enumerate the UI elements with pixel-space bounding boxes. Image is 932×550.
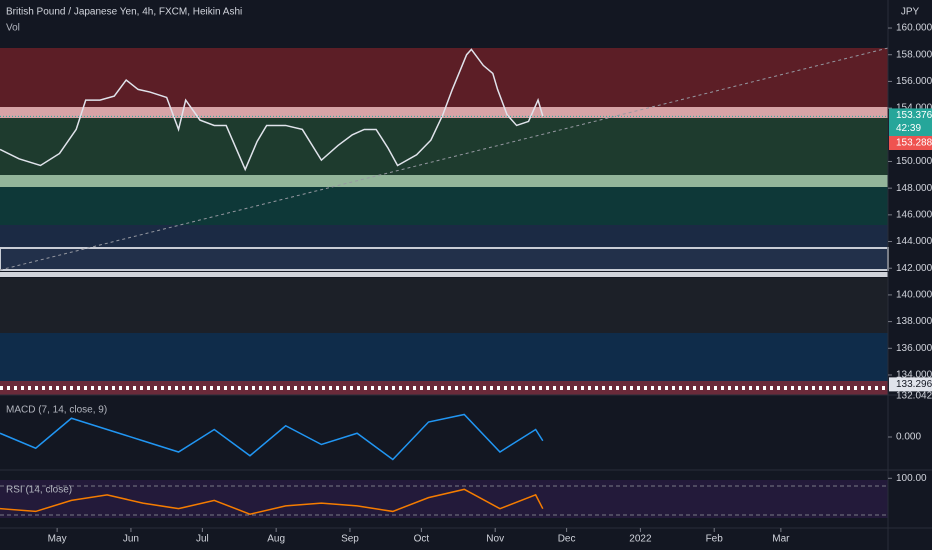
zone [0, 48, 888, 107]
y-tick-label: 156.000 [896, 76, 932, 87]
x-tick-label: Aug [267, 534, 285, 545]
rsi-label: RSI (14, close) [6, 485, 72, 496]
bid-price: 153.288 [896, 138, 932, 149]
bid-price-bg [889, 136, 932, 150]
zone [0, 187, 888, 225]
y-tick-label: 158.000 [896, 49, 932, 60]
price-line [0, 413, 544, 461]
y-tick-label: 148.000 [896, 183, 932, 194]
zone [0, 278, 888, 333]
x-tick-label: Jun [123, 534, 139, 545]
y-tick-label: 146.000 [896, 209, 932, 220]
y-tick-label: 150.000 [896, 156, 932, 167]
y-tick-label: 136.000 [896, 343, 932, 354]
x-tick-label: Dec [558, 534, 576, 545]
trend-line [0, 47, 889, 271]
zone [0, 118, 888, 175]
price-line [0, 48, 544, 172]
y-tick-label: 0.000 [896, 432, 921, 443]
x-tick-label: Nov [486, 534, 504, 545]
zone [0, 247, 889, 271]
zones [0, 47, 889, 395]
level-a: 133.296 [896, 379, 932, 390]
y-tick-label: 144.000 [896, 236, 932, 247]
price-line [0, 488, 544, 515]
x-tick-label: Oct [414, 534, 430, 545]
y-tick-label: 154.000 [896, 103, 932, 114]
zone [0, 272, 888, 277]
y-tick-label: 142.000 [896, 263, 932, 274]
y-tick-label: 138.000 [896, 316, 932, 327]
zone [0, 225, 888, 248]
x-tick-label: 2022 [629, 534, 652, 545]
last-price: 153.376 [896, 110, 932, 121]
last-price-bg [889, 108, 932, 137]
y-tick-label: 100.00 [896, 473, 927, 484]
zone [0, 333, 888, 381]
y-tick-label: 134.000 [896, 370, 932, 381]
zone [0, 175, 888, 187]
x-tick-label: Jul [196, 534, 209, 545]
level-a-bg [889, 377, 932, 392]
x-tick-label: May [48, 534, 67, 545]
x-tick-label: Mar [772, 534, 790, 545]
volume-label: Vol [6, 23, 20, 34]
x-tick-label: Sep [341, 534, 359, 545]
chart-title: British Pound / Japanese Yen, 4h, FXCM, … [6, 7, 242, 18]
x-tick-label: Feb [706, 534, 724, 545]
level-b: 132.042 [896, 391, 932, 402]
y-tick-label: 140.000 [896, 290, 932, 301]
countdown: 42:39 [896, 123, 921, 134]
currency: JPY [901, 7, 920, 18]
macd-label: MACD (7, 14, close, 9) [6, 405, 107, 416]
y-tick-label: 160.000 [896, 23, 932, 34]
